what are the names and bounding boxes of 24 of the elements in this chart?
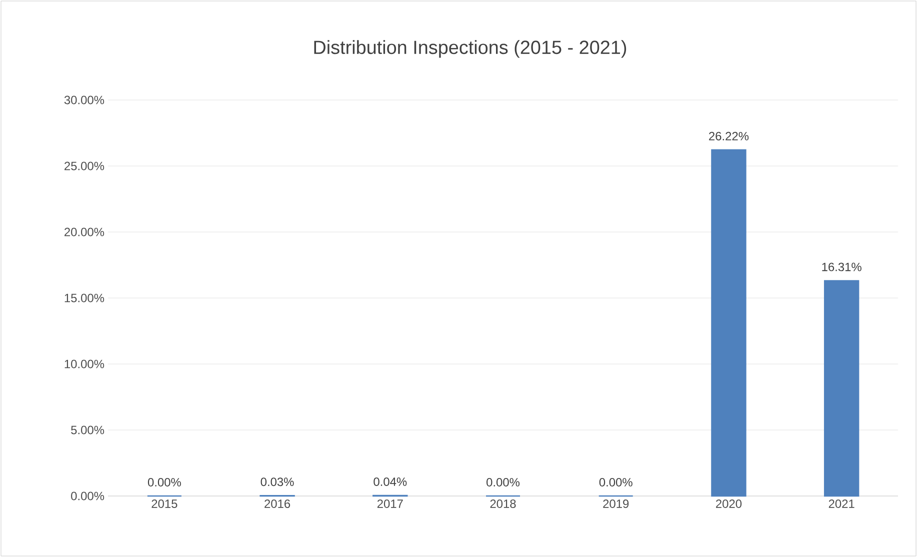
y-tick-label: 30.00% bbox=[64, 96, 104, 104]
data-label: 0.03% bbox=[260, 478, 294, 486]
bar bbox=[711, 149, 746, 497]
data-label: 0.00% bbox=[599, 478, 632, 486]
x-tick-label: 2018 bbox=[490, 500, 516, 508]
y-tick-label: 5.00% bbox=[71, 426, 104, 434]
data-label: 26.22% bbox=[709, 132, 749, 140]
chart-title: Distribution Inspections (2015 - 2021) bbox=[314, 40, 626, 58]
x-tick-label: 2019 bbox=[603, 500, 629, 508]
x-tick-label: 2020 bbox=[716, 500, 742, 508]
x-tick-label: 2016 bbox=[264, 500, 290, 508]
x-tick-label: 2015 bbox=[152, 500, 178, 508]
y-tick-label: 25.00% bbox=[64, 162, 104, 170]
data-label: 0.00% bbox=[486, 478, 520, 486]
data-label: 0.00% bbox=[148, 478, 181, 486]
data-label: 0.04% bbox=[374, 477, 407, 486]
y-tick-label: 10.00% bbox=[64, 360, 104, 368]
x-tick-label: 2017 bbox=[377, 500, 403, 508]
y-tick-label: 20.00% bbox=[64, 228, 104, 236]
x-tick-label: 2021 bbox=[828, 500, 854, 508]
y-tick-label: 0.00% bbox=[71, 492, 104, 500]
y-tick-label: 15.00% bbox=[64, 294, 104, 302]
bar bbox=[824, 280, 860, 497]
data-label: 16.31% bbox=[822, 262, 862, 272]
